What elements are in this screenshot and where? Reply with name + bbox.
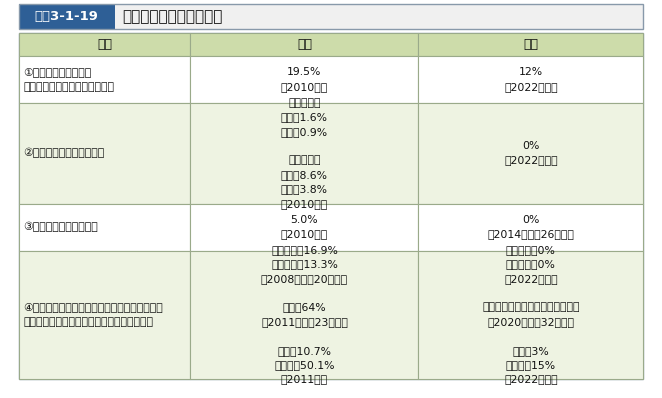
Text: 行政機関　0%
医療機関　0%
（2022年度）

職場　受動喫煙の無い職場の実現
（2020（平成32）年）

家庭　3%
飲食店　15%
（2022年度）: 行政機関 0% 医療機関 0% （2022年度） 職場 受動喫煙の無い職場の実現… — [482, 245, 580, 384]
Bar — [418, 56, 643, 103]
Text: 中学１年生
男子　1.6%
女子　0.9%

高校３年生
男子　8.6%
女子　3.8%
（2010年）: 中学１年生 男子 1.6% 女子 0.9% 高校３年生 男子 8.6% 女子 3… — [281, 98, 328, 209]
Text: 5.0%
（2010年）: 5.0% （2010年） — [281, 215, 328, 239]
Text: 図表3-1-19: 図表3-1-19 — [34, 10, 99, 23]
Bar — [418, 33, 643, 56]
Bar — [19, 203, 191, 251]
Bar — [19, 251, 191, 378]
Text: 項目: 項目 — [97, 38, 112, 51]
Bar — [191, 56, 418, 103]
Text: ④受動喫煙（家庭・職場・飲食店・行政機関・
　医療機関）の機会を有する者の割合の減少: ④受動喫煙（家庭・職場・飲食店・行政機関・ 医療機関）の機会を有する者の割合の減… — [23, 302, 164, 327]
Text: 目標: 目標 — [524, 38, 538, 51]
Text: 行政機関　16.9%
医療機関　13.3%
（2008（平成20）年）

職場　64%
（2011（平成23）年）

家庭　10.7%
飲食店　50.1%
（2: 行政機関 16.9% 医療機関 13.3% （2008（平成20）年） 職場 6… — [261, 245, 348, 384]
Bar — [19, 33, 191, 56]
Text: 19.5%
（2010年）: 19.5% （2010年） — [281, 67, 328, 92]
Text: 現状: 現状 — [297, 38, 312, 51]
Bar — [19, 4, 115, 29]
Bar — [191, 33, 418, 56]
Text: ②未成年者の喫煙をなくす: ②未成年者の喫煙をなくす — [23, 148, 105, 158]
Bar — [191, 103, 418, 203]
Text: ①成人の喫煙率の減少
（喫煙をやめたい者がやめる）: ①成人の喫煙率の減少 （喫煙をやめたい者がやめる） — [23, 67, 115, 92]
Bar — [115, 4, 643, 29]
Bar — [418, 251, 643, 378]
Text: 0%
（2022年度）: 0% （2022年度） — [504, 141, 557, 166]
Bar — [19, 56, 191, 103]
Bar — [191, 203, 418, 251]
Bar — [191, 251, 418, 378]
Bar — [418, 203, 643, 251]
Bar — [19, 103, 191, 203]
Bar — [418, 103, 643, 203]
Text: 0%
（2014（平成26）年）: 0% （2014（平成26）年） — [487, 215, 575, 239]
Text: ③妊娠中の喫煙をなくす: ③妊娠中の喫煙をなくす — [23, 222, 98, 232]
Text: 12%
（2022年度）: 12% （2022年度） — [504, 67, 557, 92]
Bar — [19, 4, 643, 29]
Text: 喫煙の改善に関する目標: 喫煙の改善に関する目標 — [122, 9, 223, 24]
